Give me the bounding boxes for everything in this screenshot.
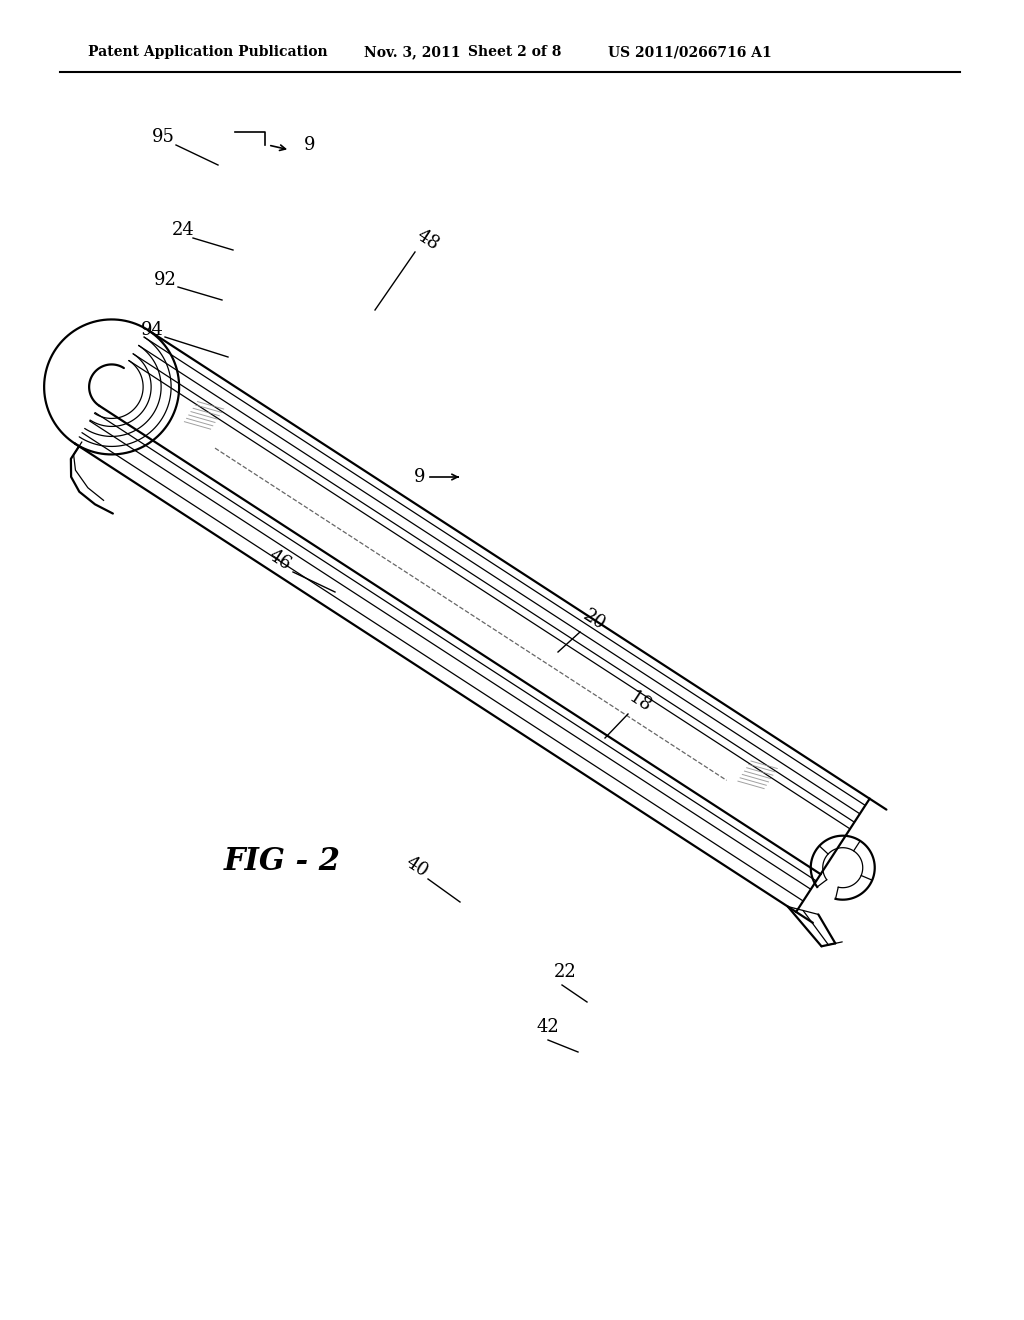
Text: US 2011/0266716 A1: US 2011/0266716 A1 (608, 45, 772, 59)
Text: Nov. 3, 2011: Nov. 3, 2011 (364, 45, 461, 59)
Text: 18: 18 (626, 688, 654, 715)
Text: Sheet 2 of 8: Sheet 2 of 8 (468, 45, 561, 59)
Text: 9: 9 (304, 136, 315, 154)
Text: 48: 48 (414, 226, 442, 253)
Text: 92: 92 (154, 271, 176, 289)
Text: FIG - 2: FIG - 2 (223, 846, 341, 878)
Text: 94: 94 (140, 321, 164, 339)
Text: 42: 42 (537, 1018, 559, 1036)
Text: 22: 22 (554, 964, 577, 981)
Text: 40: 40 (402, 853, 431, 880)
Text: Patent Application Publication: Patent Application Publication (88, 45, 328, 59)
Text: 95: 95 (152, 128, 174, 147)
Text: 46: 46 (265, 546, 295, 574)
Text: 9: 9 (415, 469, 426, 486)
Text: 24: 24 (172, 220, 195, 239)
Text: 20: 20 (580, 606, 608, 634)
